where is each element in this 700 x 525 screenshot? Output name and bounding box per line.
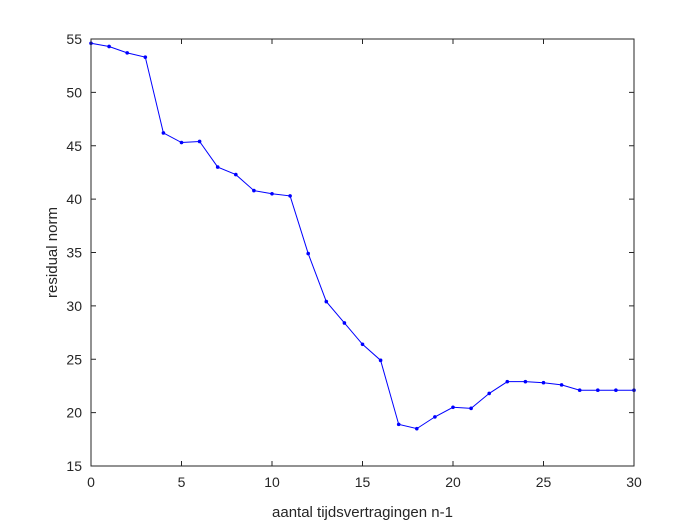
data-point: [505, 379, 510, 384]
y-tick-label: 25: [66, 351, 82, 367]
data-point: [378, 358, 383, 363]
data-point: [523, 379, 528, 384]
y-axis-label: residual norm: [44, 207, 61, 298]
x-axis-label: aantal tijdsvertragingen n-1: [272, 504, 453, 521]
data-point: [415, 426, 419, 431]
x-tick-label: 25: [536, 474, 552, 490]
data-point: [179, 140, 184, 145]
data-point: [559, 383, 564, 387]
x-tick-label: 30: [626, 474, 642, 490]
data-point: [360, 342, 365, 347]
x-tick-label: 10: [264, 474, 280, 490]
data-point: [324, 299, 329, 304]
y-tick-label: 55: [66, 31, 82, 47]
x-tick-label: 5: [178, 474, 186, 490]
data-point: [596, 388, 600, 393]
y-tick-label: 20: [66, 405, 82, 421]
data-point: [541, 380, 546, 385]
data-point: [469, 406, 473, 411]
y-tick-label: 45: [66, 138, 82, 154]
chart-marks: [89, 41, 636, 431]
data-point: [215, 165, 220, 169]
x-tick-label: 20: [445, 474, 461, 490]
data-point: [125, 51, 129, 55]
plot-area: [91, 39, 634, 466]
data-point: [161, 131, 166, 135]
y-tick-label: 35: [66, 245, 82, 261]
y-tick-label: 15: [66, 458, 82, 474]
data-point: [252, 188, 256, 193]
plot-frame: [90, 38, 635, 467]
data-point: [433, 415, 437, 419]
y-tick-label: 30: [66, 298, 82, 314]
data-point: [396, 422, 401, 427]
data-point: [197, 139, 202, 144]
data-point: [143, 55, 148, 59]
data-point: [342, 321, 347, 325]
x-tick-label: 15: [355, 474, 371, 490]
y-tick-label: 50: [66, 84, 82, 100]
data-point: [288, 194, 292, 198]
data-point: [270, 191, 274, 196]
data-point: [451, 405, 455, 410]
y-tick-label: 40: [66, 191, 82, 207]
x-tick-label: 0: [87, 474, 95, 490]
data-point: [577, 388, 582, 393]
data-point: [107, 44, 111, 49]
data-point: [306, 251, 311, 256]
data-point: [234, 172, 238, 177]
chart-axes: 0 5 10 15 20 25 30 15 20 25 30 35 40 45 50 55: [66, 31, 642, 490]
data-point: [614, 388, 618, 393]
data-point: [487, 391, 492, 396]
